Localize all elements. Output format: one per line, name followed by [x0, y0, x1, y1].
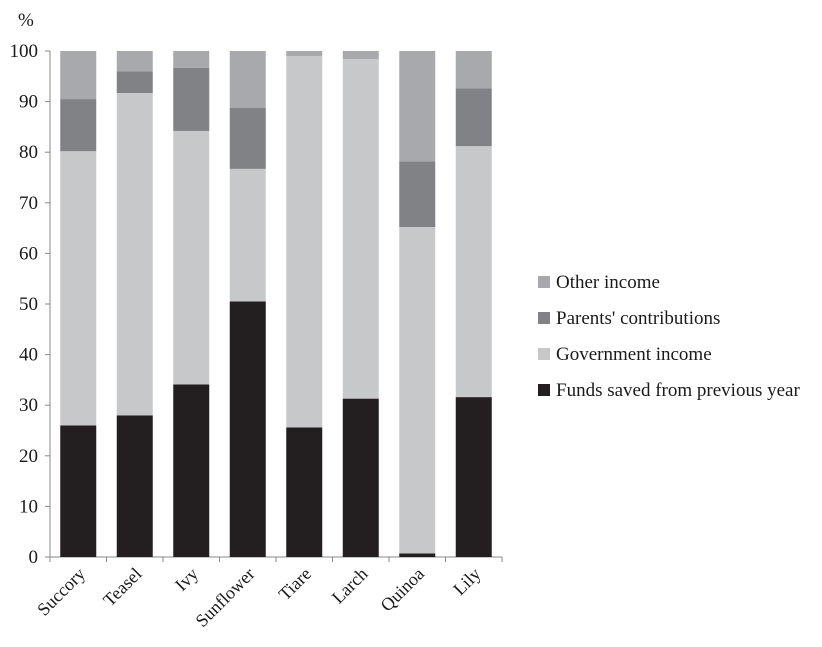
x-tick-label: Tiare — [275, 564, 316, 605]
bar-segment — [229, 107, 266, 169]
y-tick-label: 90 — [19, 92, 38, 113]
bar-segment — [173, 67, 210, 131]
y-tick-label: 30 — [19, 395, 38, 416]
y-tick-label: 40 — [19, 345, 38, 366]
bar-segment — [60, 151, 97, 426]
legend-label: Funds saved from previous year — [556, 380, 800, 401]
y-tick-label: 100 — [10, 41, 39, 62]
bar-segment — [60, 99, 97, 152]
bar-segment — [173, 384, 210, 557]
x-tick-label: Larch — [328, 564, 372, 608]
bar-segment — [455, 88, 492, 147]
legend-swatch — [538, 384, 550, 396]
x-tick-label: Lily — [449, 564, 484, 599]
y-tick-label: 60 — [19, 243, 38, 264]
bar-segment — [455, 146, 492, 398]
y-tick-label: 0 — [29, 547, 39, 568]
bar-segment — [286, 427, 323, 557]
bar-segment — [399, 553, 436, 557]
legend-label: Parents' contributions — [556, 308, 720, 329]
x-tick-label: Sunflower — [191, 564, 258, 631]
bar-segment — [116, 51, 153, 72]
bar-segment — [342, 398, 379, 557]
bar-segment — [455, 397, 492, 557]
x-tick-label: Succory — [33, 564, 89, 620]
legend-label: Other income — [556, 272, 660, 293]
bar-segment — [399, 161, 436, 228]
bar-segment — [116, 415, 153, 557]
legend-swatch — [538, 276, 550, 288]
bar-segment — [229, 51, 266, 108]
bar-segment — [173, 51, 210, 68]
y-tick-label: 20 — [19, 446, 38, 467]
bar-segment — [116, 71, 153, 93]
y-tick-label: 80 — [19, 142, 38, 163]
bar-segment — [342, 51, 379, 60]
y-axis-label: % — [18, 10, 34, 31]
bar-segment — [399, 227, 436, 554]
legend-swatch — [538, 348, 550, 360]
x-tick-label: Quinoa — [376, 564, 428, 616]
bar-segment — [455, 51, 492, 89]
bar-segment — [286, 56, 323, 428]
bar-segment — [399, 51, 436, 162]
bar-segment — [60, 51, 97, 100]
legend-swatch — [538, 312, 550, 324]
bar-segment — [116, 92, 153, 416]
bar-segment — [229, 301, 266, 557]
legend-label: Government income — [556, 344, 712, 365]
x-tick-label: Ivy — [171, 564, 202, 595]
bar-segment — [342, 59, 379, 399]
bar-segment — [60, 425, 97, 557]
bar-segment — [173, 130, 210, 385]
bar-segment — [229, 168, 266, 302]
y-tick-label: 70 — [19, 193, 38, 214]
y-tick-label: 50 — [19, 294, 38, 315]
x-tick-label: Teasel — [99, 564, 145, 610]
bar-segment — [286, 51, 323, 57]
y-tick-label: 10 — [19, 496, 38, 517]
